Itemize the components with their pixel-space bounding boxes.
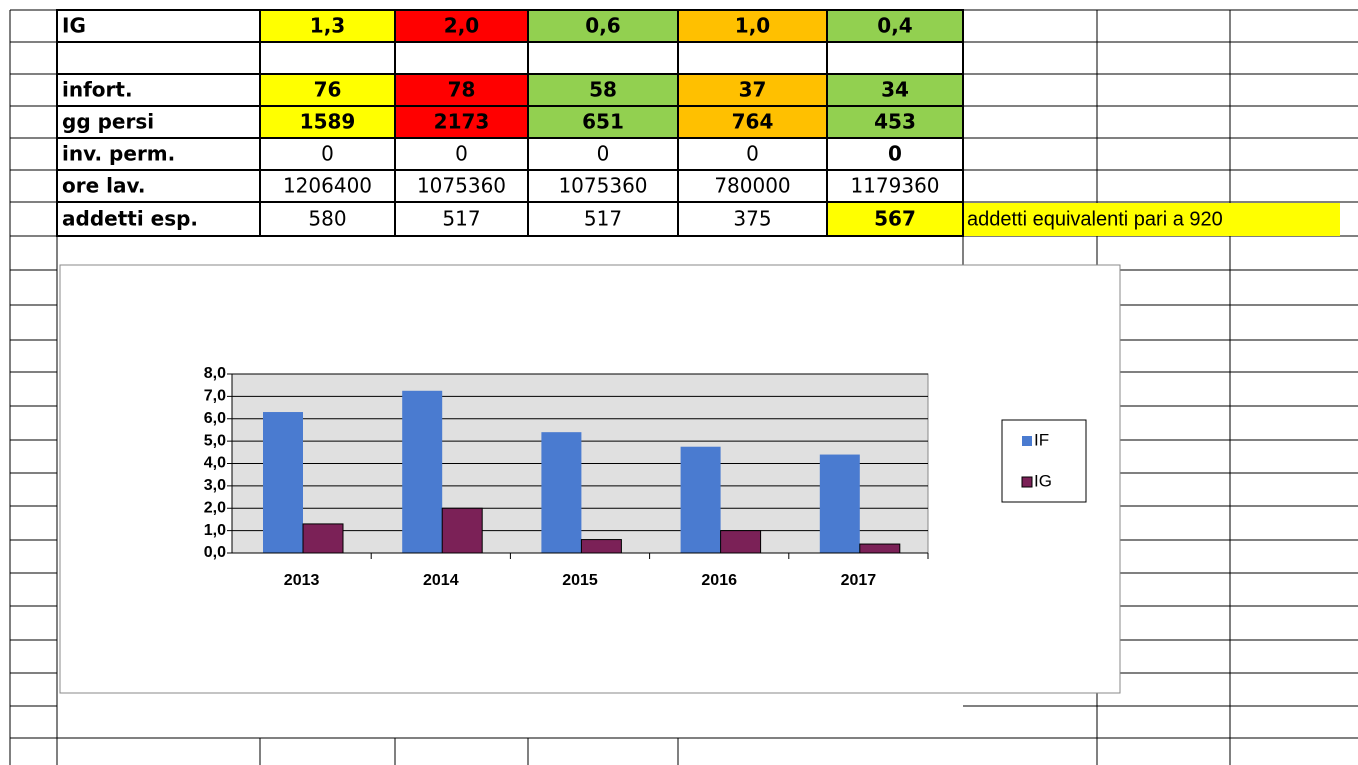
table-cell [56,169,261,203]
row-label: IG [62,14,86,38]
cell-value: 1206400 [283,174,372,198]
table-cell [527,73,679,107]
bar [441,507,483,554]
legend-label: IF [1034,430,1049,449]
cell-value: 1075360 [558,174,647,198]
cell-value: 517 [442,207,480,231]
y-tick-label: 5,0 [204,432,226,449]
cell-value: 1589 [300,110,356,134]
table-cell [527,169,679,203]
y-tick-label: 3,0 [204,477,226,494]
note-text: addetti equivalenti pari a 920 [967,208,1223,230]
x-tick-label: 2014 [423,572,459,589]
y-tick-label: 4,0 [204,455,226,472]
table-cell [677,201,828,237]
row-label: gg persi [62,110,154,134]
cell-value: 2,0 [444,14,479,38]
cell-value: 1,0 [735,14,770,38]
cell-value: 375 [733,207,771,231]
table-cell [527,9,679,43]
cell-value: 76 [314,78,342,102]
table-cell [826,73,964,107]
cell-value: 0 [321,142,334,166]
y-tick-label: 0,0 [204,544,226,561]
cell-value: 1179360 [850,174,939,198]
cell-value: 0 [455,142,468,166]
cell-value: 1075360 [417,174,506,198]
table-cell [259,73,396,107]
table-cell [527,201,679,237]
table-cell [826,41,964,75]
cell-value: 0,4 [877,14,912,38]
table-cell [826,105,964,139]
bar [680,446,721,553]
cell-value: 37 [739,78,767,102]
row-label: inv. perm. [62,142,175,166]
table-cell [259,105,396,139]
y-tick-label: 6,0 [204,410,226,427]
row-label: ore lav. [62,174,146,198]
y-tick-label: 7,0 [204,388,226,405]
cell-value: 78 [448,78,476,102]
x-tick-label: 2015 [562,572,598,589]
cell-value: 0 [597,142,610,166]
bar [263,412,303,553]
table-cell [394,201,529,237]
table-cell [677,105,828,139]
table-cell [394,41,529,75]
cell-value: 1,3 [310,14,345,38]
cell-value: 651 [582,110,624,134]
bar [720,530,762,554]
table-cell [677,41,828,75]
y-tick-label: 8,0 [204,365,226,382]
table-cell [56,41,261,75]
row-label: addetti esp. [62,207,198,231]
cell-value: 0 [888,142,902,166]
cell-value: 517 [584,207,622,231]
table-cell [826,201,964,237]
bar [819,454,860,553]
cell-value: 580 [308,207,346,231]
bar [580,539,622,554]
cell-value: 764 [732,110,774,134]
y-tick-label: 2,0 [204,499,226,516]
table-cell [527,41,679,75]
legend-swatch [1022,436,1032,446]
legend-label: IG [1034,471,1052,490]
cell-value: 780000 [714,174,790,198]
table-cell [259,41,396,75]
bar [402,390,443,553]
table-cell [56,137,261,171]
table-cell [394,169,529,203]
x-tick-label: 2013 [284,572,320,589]
x-tick-label: 2016 [701,572,737,589]
legend-swatch [1021,476,1033,488]
row-label: infort. [62,78,133,102]
table-cell [259,169,396,203]
legend-box [1001,419,1087,503]
table-cell [394,9,529,43]
cell-value: 453 [874,110,916,134]
cell-value: 58 [589,78,617,102]
x-tick-label: 2017 [841,572,877,589]
table-cell [677,73,828,107]
cell-value: 2173 [434,110,490,134]
table-cell [56,9,261,43]
bar [541,432,582,553]
table-cell [259,137,396,171]
table-cell [56,201,261,237]
table-cell [56,73,261,107]
cell-value: 567 [874,207,916,231]
note-cell [964,203,1340,236]
y-tick-label: 1,0 [204,522,226,539]
cell-value: 0 [746,142,759,166]
bar [859,543,901,554]
table-cell [259,9,396,43]
cell-value: 0,6 [585,14,620,38]
table-cell [826,9,964,43]
cell-value: 34 [881,78,909,102]
bar [302,523,344,554]
